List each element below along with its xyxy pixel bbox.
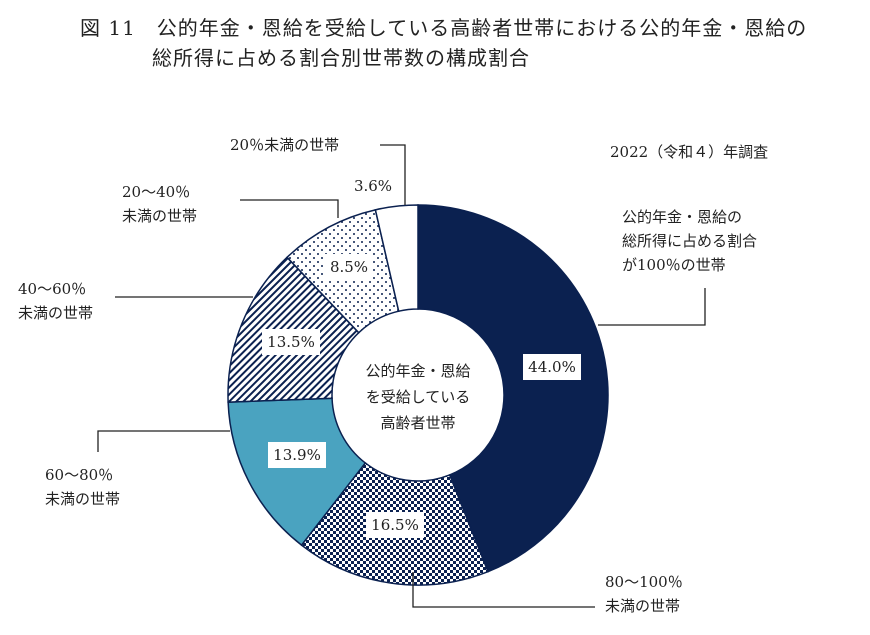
survey-note: 2022（令和４）年調査: [610, 143, 768, 161]
category-label-100-line2: 総所得に占める割合: [622, 232, 757, 250]
donut-slice: [374, 204, 419, 313]
leader-line-80-100: [412, 572, 595, 608]
leader-line-100: [598, 288, 706, 326]
slice-value-label-bg: [366, 512, 424, 538]
slice-value-label-bg: [523, 354, 581, 380]
category-label-80-100-line2: 未満の世帯: [605, 597, 680, 615]
center-label-line1: 公的年金・恩給: [365, 362, 470, 380]
leader-line-60-80: [97, 430, 230, 452]
slice-value-label: 13.9%: [273, 446, 321, 464]
category-label-20-40-line2: 未満の世帯: [122, 207, 197, 225]
category-label-100-line3: が100％の世帯: [622, 256, 726, 274]
category-label-40-60-line1: 40～60％: [18, 280, 86, 298]
slice-value-label: 16.5%: [371, 516, 419, 534]
category-label-under-20: 20％未満の世帯: [230, 136, 339, 154]
slice-value-label-bg: [268, 442, 326, 468]
slice-value-label: 8.5%: [330, 258, 368, 276]
category-label-40-60-line2: 未満の世帯: [18, 304, 93, 322]
category-label-80-100-line1: 80～100％: [605, 573, 683, 591]
chart-title-line2: 総所得に占める割合別世帯数の構成割合: [152, 46, 530, 70]
leader-line-under-20: [380, 144, 406, 205]
slice-value-label: 13.5%: [267, 333, 315, 351]
leader-line-20-40: [240, 199, 339, 218]
category-label-60-80-line1: 60～80％: [45, 466, 113, 484]
category-label-100-line1: 公的年金・恩給の: [622, 208, 742, 226]
center-label-line3: 高齢者世帯: [380, 414, 455, 432]
slice-value-label-bg: [262, 329, 320, 355]
center-label-line2: を受給している: [366, 388, 471, 406]
slice-value-label-bg: [325, 254, 373, 280]
slice-value-label: 44.0%: [528, 358, 576, 376]
category-label-60-80-line2: 未満の世帯: [45, 490, 120, 508]
donut-slice: [417, 204, 609, 573]
category-label-20-40-line1: 20～40％: [122, 183, 190, 201]
chart-title-line1: 図 11 公的年金・恩給を受給している高齢者世帯における公的年金・恩給の: [80, 16, 808, 40]
slice-value-label: 3.6%: [354, 177, 392, 195]
donut-slice: [227, 397, 367, 547]
